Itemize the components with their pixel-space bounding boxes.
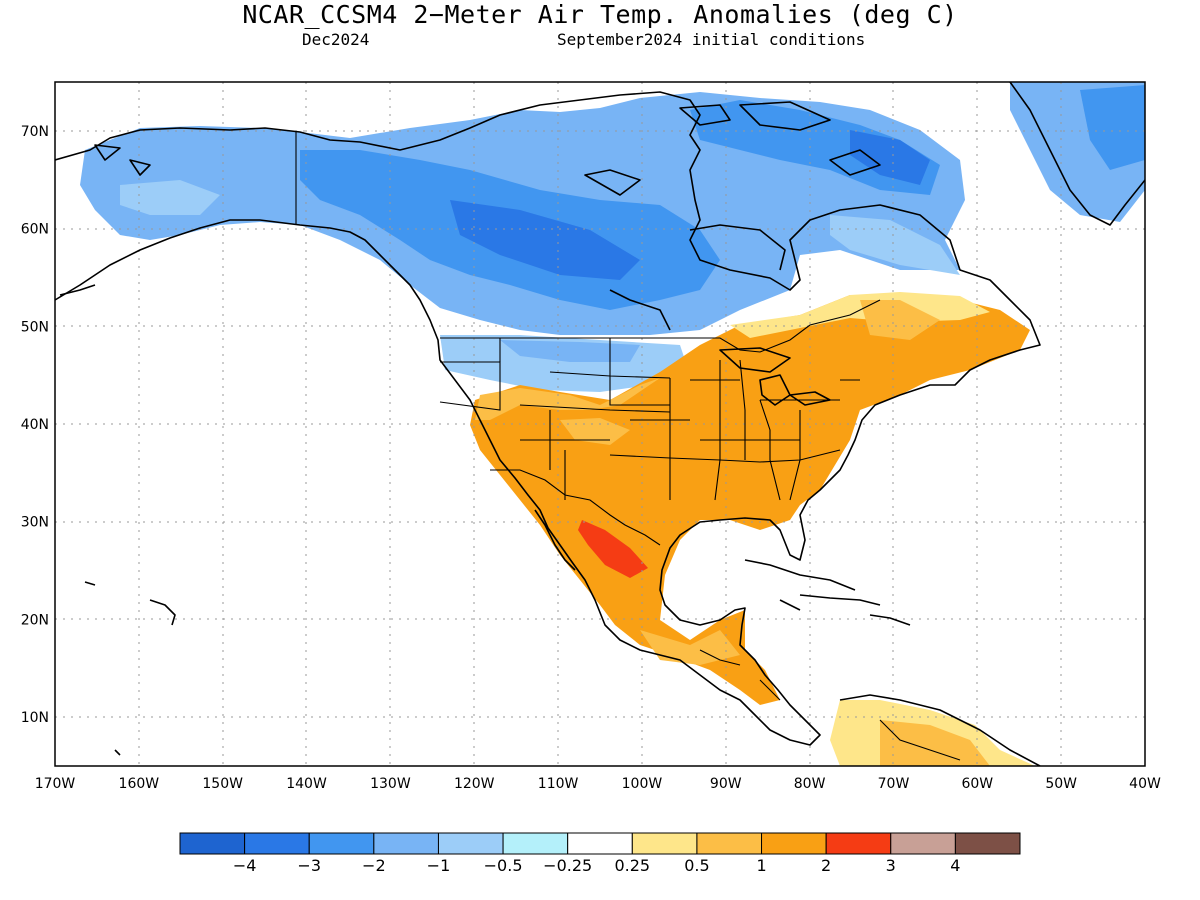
legend-swatch [179, 832, 246, 855]
lat-tick-label: 40N [21, 417, 49, 433]
color-legend: −4 −3 −2 −1 −0.5 −0.25 0.25 0.5 1 2 3 4 [179, 832, 1021, 875]
legend-label: 4 [950, 856, 960, 875]
lon-tick-label: 170W [35, 776, 76, 792]
lat-tick-label: 10N [21, 710, 49, 726]
warm-anomaly-region [470, 292, 1035, 766]
legend-label: 0.25 [614, 856, 650, 875]
lat-tick-label: 70N [21, 124, 49, 140]
legend-label: 2 [821, 856, 831, 875]
graticule [55, 82, 1145, 766]
lon-tick-label: 100W [622, 776, 663, 792]
legend-label: 1 [756, 856, 766, 875]
lon-tick-label: 130W [370, 776, 411, 792]
lon-tick-label: 50W [1045, 776, 1077, 792]
legend-label: 3 [886, 856, 896, 875]
legend-swatch [696, 832, 763, 855]
legend-swatch [373, 832, 439, 855]
lon-tick-label: 110W [538, 776, 579, 792]
legend-swatch [244, 832, 310, 855]
cold-anomaly-region [80, 82, 1145, 402]
lon-tick-label: 120W [454, 776, 495, 792]
political-boundaries [295, 132, 961, 761]
lon-tick-label: 40W [1129, 776, 1161, 792]
legend-label: −4 [233, 856, 257, 875]
map-title: NCAR_CCSM4 2−Meter Air Temp. Anomalies (… [242, 0, 958, 29]
legend-swatch [502, 832, 569, 855]
lon-tick-label: 60W [961, 776, 993, 792]
lon-tick-label: 90W [710, 776, 742, 792]
valid-month-label: Dec2024 [302, 30, 370, 49]
legend-swatch [567, 832, 633, 855]
lat-tick-label: 20N [21, 612, 49, 628]
coastlines [55, 82, 1145, 766]
lat-tick-label: 50N [21, 319, 49, 335]
legend-swatch [437, 832, 504, 855]
init-conditions-label: September2024 initial conditions [557, 30, 866, 49]
lon-tick-label: 160W [119, 776, 160, 792]
legend-label: −0.25 [543, 856, 592, 875]
legend-label: −0.5 [484, 856, 523, 875]
lon-tick-label: 80W [794, 776, 826, 792]
legend-swatch [631, 832, 698, 855]
legend-label: 0.5 [684, 856, 709, 875]
legend-swatch [761, 832, 827, 855]
lon-tick-label: 150W [202, 776, 243, 792]
legend-label: −3 [297, 856, 321, 875]
map-frame [54, 81, 1146, 767]
lat-tick-label: 30N [21, 515, 49, 531]
map-area [55, 82, 1145, 766]
legend-label: −2 [362, 856, 386, 875]
legend-swatch [308, 832, 375, 855]
legend-label: −1 [427, 856, 451, 875]
longitude-labels: 170W 160W 150W 140W 130W 120W 110W 100W 90W 80W 70… [35, 776, 1161, 792]
lon-tick-label: 140W [286, 776, 327, 792]
legend-swatch [890, 832, 956, 855]
latitude-labels: 10N 20N 30N 40N 50N 60N 70N [21, 124, 49, 726]
legend-swatch [825, 832, 892, 855]
legend-swatch [954, 832, 1021, 855]
lat-tick-label: 60N [21, 222, 49, 238]
lon-tick-label: 70W [878, 776, 910, 792]
